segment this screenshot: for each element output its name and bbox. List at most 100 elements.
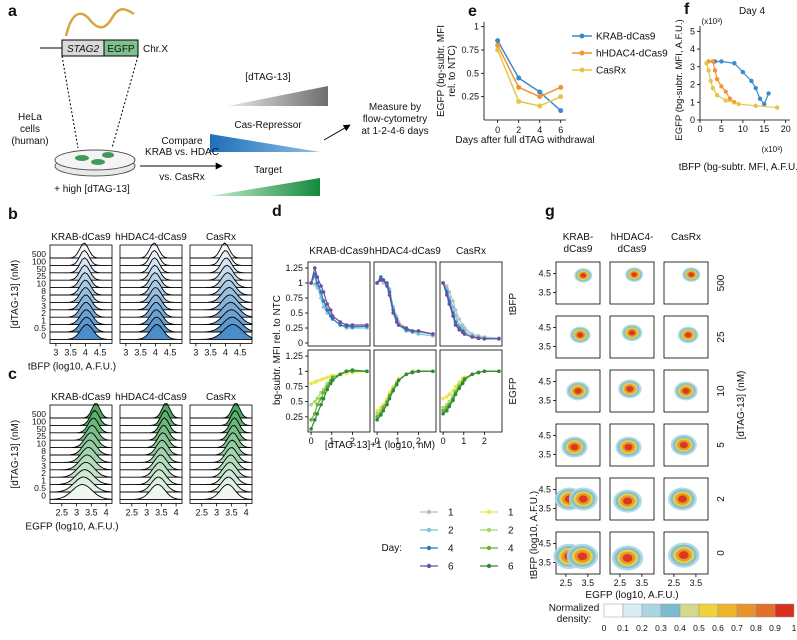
ridge <box>50 264 112 281</box>
wedge <box>228 86 328 106</box>
point <box>710 85 716 91</box>
x-tick-label: 3 <box>123 347 128 357</box>
legend-marker <box>426 509 432 515</box>
legend-label: 2 <box>448 526 454 537</box>
density-contour <box>626 385 634 392</box>
ridge <box>120 469 183 486</box>
point <box>516 98 522 104</box>
density-contour <box>628 330 636 336</box>
ridge <box>190 483 253 500</box>
ridge <box>120 476 183 493</box>
label: EGFP <box>107 44 135 55</box>
ridge-bg <box>50 250 112 266</box>
label: EGFP (bg-subtr. MFI, A.F.U.) <box>674 19 685 140</box>
point <box>375 281 379 285</box>
ridge <box>190 439 253 456</box>
x-tick-label: 0 <box>495 125 500 135</box>
legend-marker <box>426 527 432 533</box>
ridge-bg <box>120 280 182 295</box>
label: hHDAC4- <box>611 232 654 243</box>
point <box>365 323 369 327</box>
label: KRAB-dCas9 <box>51 232 111 243</box>
point <box>445 402 449 407</box>
point <box>757 96 763 101</box>
ridge <box>50 439 113 456</box>
ridge <box>120 249 182 266</box>
colorbar-tick-label: 0.7 <box>731 623 743 633</box>
x-tick-label: 0 <box>697 124 702 134</box>
x-tick-label: 1 <box>461 436 466 446</box>
panel-frame <box>663 261 709 305</box>
label: CasRx <box>456 246 486 257</box>
point <box>321 390 326 395</box>
point <box>732 61 737 66</box>
legend-label: 4 <box>448 544 454 555</box>
legend-label: 1 <box>448 508 454 519</box>
ridge <box>120 323 182 340</box>
x-tick-label: 2 <box>482 436 487 446</box>
point <box>375 408 379 413</box>
ridge-bg <box>50 287 112 303</box>
y-tick-label: 1.25 <box>285 351 303 361</box>
label: Days after full dTAG withdrawal <box>455 135 594 146</box>
x-tick-label: 3 <box>193 347 198 357</box>
y-tick-label: 0.75 <box>461 45 479 55</box>
point <box>391 388 396 393</box>
label: Cas-Repressor <box>234 120 302 131</box>
x-tick-label: 2 <box>516 125 521 135</box>
panel-label: d <box>272 203 282 220</box>
y-tick-label: 1 <box>298 278 303 288</box>
tag-box <box>103 39 139 57</box>
colorbar-swatch <box>774 603 795 618</box>
point <box>330 375 335 380</box>
point <box>558 94 564 100</box>
x-tick-label: 4 <box>104 507 109 517</box>
ridge <box>120 287 182 303</box>
ridge <box>49 483 113 500</box>
label: EGFP <box>508 377 519 405</box>
point <box>740 69 746 75</box>
point <box>736 101 741 107</box>
density-contour <box>624 443 633 451</box>
point <box>309 427 313 431</box>
point <box>385 284 389 288</box>
series-line <box>310 370 367 406</box>
x-tick-label: 3.5 <box>85 507 98 517</box>
point <box>338 320 343 324</box>
ridge <box>120 403 182 419</box>
y-tick-label: 4 <box>690 44 695 54</box>
point <box>495 42 501 48</box>
row-label: 25 <box>37 271 47 281</box>
point <box>460 326 465 330</box>
point <box>753 103 758 109</box>
ridge-bg <box>190 462 252 478</box>
label: tBFP (log10, A.F.U.) <box>28 361 116 372</box>
point <box>441 281 445 285</box>
label: EGFP (bg-subtr. MFI <box>436 25 447 117</box>
point <box>441 411 445 416</box>
panel-frame <box>373 261 437 347</box>
row-label: 100 <box>32 256 46 266</box>
point <box>344 323 349 327</box>
point <box>712 68 718 73</box>
label: hHDAC4-dCas9 <box>115 392 187 403</box>
label: tBFP <box>508 293 519 316</box>
point <box>558 108 564 114</box>
point <box>714 92 720 98</box>
label: KRAB- <box>563 232 594 243</box>
point <box>447 392 452 397</box>
panel-frame <box>189 244 253 344</box>
ridge <box>50 454 113 471</box>
density-contour <box>682 388 690 394</box>
panel-frame <box>49 244 113 344</box>
label: cells <box>20 124 40 135</box>
ridge <box>50 279 112 296</box>
label: at 1-2-4-6 days <box>361 126 428 137</box>
density-contour <box>574 388 582 394</box>
ridge-bg <box>120 250 182 266</box>
x-tick-label: 2 <box>416 436 421 446</box>
point <box>325 302 330 306</box>
ridge-bg <box>120 484 182 500</box>
point <box>313 266 317 270</box>
ridge <box>50 294 112 311</box>
